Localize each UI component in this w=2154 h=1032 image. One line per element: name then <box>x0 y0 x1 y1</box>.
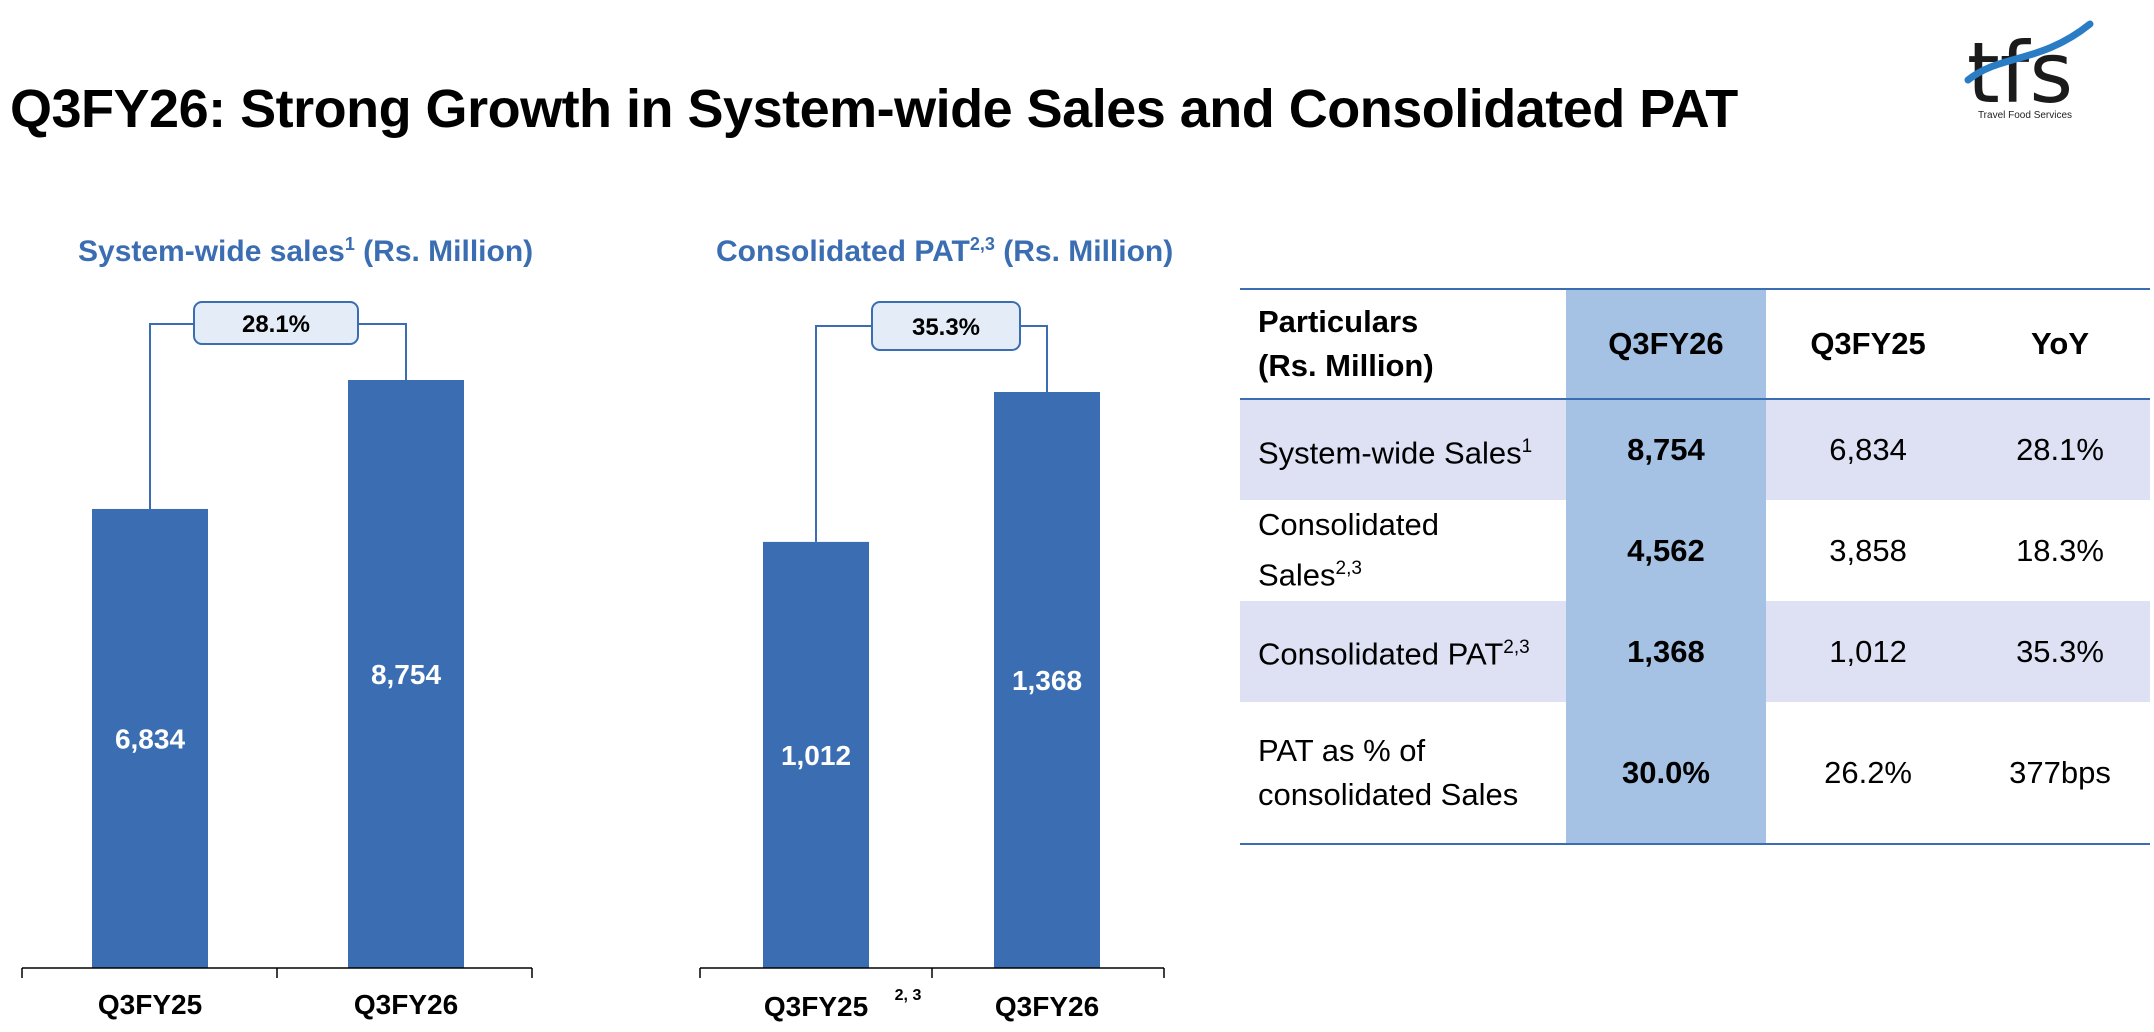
chart2-category-label: Q3FY26 <box>995 991 1099 1022</box>
logo-subtitle: Travel Food Services <box>1977 110 2073 121</box>
header-particulars: Particulars (Rs. Million) <box>1258 304 1434 383</box>
row-current: 30.0% <box>1565 702 1767 844</box>
logo-swoosh <box>1964 20 2094 84</box>
chart1-bar-Q3FY25 <box>92 508 208 968</box>
chart2-connector-left <box>815 325 872 542</box>
row-prior: 6,834 <box>1766 399 1971 500</box>
chart2-title: Consolidated PAT2,3 (Rs. Million) <box>716 234 1173 269</box>
table-row: System-wide Sales1 8,754 6,834 28.1% <box>1240 399 2150 500</box>
row-yoy: 35.3% <box>1970 601 2150 702</box>
chart2-value-label: 1,368 <box>1012 665 1082 696</box>
chart1-title-sup: 1 <box>344 234 355 254</box>
chart1-bar-Q3FY26 <box>348 380 464 968</box>
chart1-category-label: Q3FY26 <box>354 989 458 1020</box>
bar-charts: 6,834 Q3FY25 8,754 Q3FY26 28.1% 1,012 Q3FY25 2,… <box>21 301 1165 1022</box>
tfs-logo-icon: tfs <box>1964 20 2094 122</box>
chart1-growth-box <box>193 301 359 345</box>
row-prior: 1,012 <box>1766 601 1971 702</box>
chart1-title: System-wide sales1 (Rs. Million) <box>78 234 533 269</box>
chart2-category-sup: 2, 3 <box>895 987 922 1004</box>
table-row: PAT as % of consolidated Sales 30.0% 26.2… <box>1240 702 2150 844</box>
chart1-growth-label: 28.1% <box>242 311 310 338</box>
row-current: 1,368 <box>1565 601 1767 702</box>
header-yoy: YoY <box>2031 326 2090 361</box>
chart2-connector-right <box>1020 325 1048 392</box>
chart2-category-label: Q3FY25 <box>764 991 868 1022</box>
chart2-value-label: 1,012 <box>781 740 851 771</box>
header-current: Q3FY26 <box>1565 289 1767 399</box>
chart1-category-label: Q3FY25 <box>98 989 202 1020</box>
page-title: Q3FY26: Strong Growth in System-wide Sal… <box>10 79 1738 139</box>
chart2-growth-box <box>871 301 1021 351</box>
chart1-connector-left <box>149 323 194 509</box>
table-header-row: Particulars (Rs. Million) Q3FY26 Q3FY25 Y… <box>1240 289 2150 399</box>
summary-table: Particulars (Rs. Million) Q3FY26 Q3FY25 Y… <box>1240 288 2150 845</box>
row-yoy: 28.1% <box>1970 399 2150 500</box>
company-logo: tfs Travel Food Services <box>1950 14 2100 124</box>
chart2-growth-label: 35.3% <box>912 314 980 341</box>
row-prior: 26.2% <box>1824 754 1912 790</box>
chart1-value-label: 6,834 <box>115 723 185 754</box>
row-yoy: 377bps <box>2009 754 2111 790</box>
chart2-title-text: Consolidated PAT <box>716 235 970 268</box>
chart2-title-unit: (Rs. Million) <box>1003 235 1174 268</box>
chart1-title-text: System-wide sales <box>78 235 345 268</box>
row-label: System-wide Sales1 <box>1240 399 1566 500</box>
row-yoy: 18.3% <box>2016 532 2104 568</box>
table-row: Consolidated Sales2,3 4,562 3,858 18.3% <box>1240 500 2150 601</box>
chart1-title-unit: (Rs. Million) <box>363 235 534 268</box>
chart1-value-label: 8,754 <box>371 659 441 690</box>
table-row: Consolidated PAT2,3 1,368 1,012 35.3% <box>1240 601 2150 702</box>
chart2-bar-Q3FY25 <box>763 541 869 968</box>
chart1-connector-right <box>358 323 407 380</box>
header-prior: Q3FY25 <box>1810 326 1926 361</box>
row-current: 4,562 <box>1565 500 1767 601</box>
row-prior: 3,858 <box>1829 532 1907 568</box>
chart2-bar-Q3FY26 <box>994 392 1100 968</box>
row-label: Consolidated Sales2,3 <box>1258 507 1439 593</box>
row-label: PAT as % of consolidated Sales <box>1258 732 1519 812</box>
row-current: 8,754 <box>1565 399 1767 500</box>
chart2-title-sup: 2,3 <box>969 234 995 254</box>
row-label: Consolidated PAT2,3 <box>1240 601 1566 702</box>
